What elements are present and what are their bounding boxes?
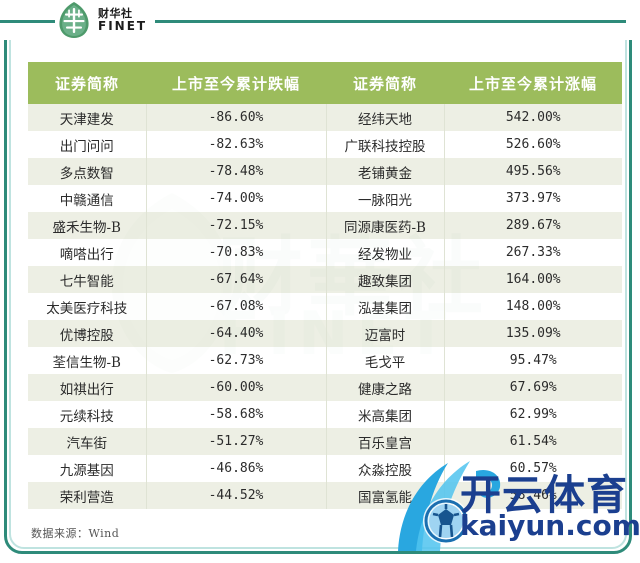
- table-row: 荃信生物-B -62.73% 毛戈平 95.47%: [28, 347, 622, 374]
- cell-gainer-name: 一脉阳光: [326, 185, 445, 212]
- cell-loser-name: 出门问问: [28, 131, 147, 158]
- table-row: 多点数智 -78.48% 老铺黄金 495.56%: [28, 158, 622, 185]
- cell-gainer-name: 经发物业: [326, 239, 445, 266]
- table-row: 七牛智能 -67.64% 趣致集团 164.00%: [28, 266, 622, 293]
- cell-gainer-name: 老铺黄金: [326, 158, 445, 185]
- column-header-gainer-name: 证券简称: [326, 62, 444, 104]
- cell-loser-change: -51.27%: [146, 428, 327, 455]
- cell-loser-name: 七牛智能: [28, 266, 147, 293]
- data-source-note: 数据来源：Wind: [31, 527, 120, 540]
- cell-loser-change: -72.15%: [146, 212, 327, 239]
- cell-loser-name: 元续科技: [28, 401, 147, 428]
- cell-loser-change: -78.48%: [146, 158, 327, 185]
- cell-loser-change: -70.83%: [146, 239, 327, 266]
- table-row: 盛禾生物-B -72.15% 同源康医药-B 289.67%: [28, 212, 622, 239]
- cell-loser-name: 太美医疗科技: [28, 293, 147, 320]
- cell-loser-change: -60.00%: [146, 374, 327, 401]
- cell-loser-name: 盛禾生物-B: [28, 212, 147, 239]
- cell-gainer-name: 趣致集团: [326, 266, 445, 293]
- cell-loser-change: -82.63%: [146, 131, 327, 158]
- cell-loser-name: 荣利营造: [28, 482, 147, 509]
- stock-performance-table: 证券简称 上市至今累计跌幅 证券简称 上市至今累计涨幅 天津建发 -86.60% 经…: [28, 62, 622, 509]
- cell-loser-change: -46.86%: [146, 455, 327, 482]
- cell-gainer-change: 62.99%: [444, 401, 622, 428]
- cell-gainer-change: 495.56%: [444, 158, 622, 185]
- cell-loser-name: 嘀嗒出行: [28, 239, 147, 266]
- cell-gainer-name: 米高集团: [326, 401, 445, 428]
- cell-loser-name: 中赣通信: [28, 185, 147, 212]
- cell-gainer-change: 164.00%: [444, 266, 622, 293]
- cell-gainer-change: 67.69%: [444, 374, 622, 401]
- table-row: 中赣通信 -74.00% 一脉阳光 373.97%: [28, 185, 622, 212]
- cell-gainer-change: 289.67%: [444, 212, 622, 239]
- table-row: 元续科技 -58.68% 米高集团 62.99%: [28, 401, 622, 428]
- cell-loser-name: 优博控股: [28, 320, 147, 347]
- cell-gainer-change: 542.00%: [444, 104, 622, 131]
- cell-gainer-change: 58.46%: [444, 482, 622, 509]
- cell-loser-name: 如祺出行: [28, 374, 147, 401]
- column-header-loser-name: 证券简称: [28, 62, 146, 104]
- cell-gainer-name: 众淼控股: [326, 455, 445, 482]
- table-row: 嘀嗒出行 -70.83% 经发物业 267.33%: [28, 239, 622, 266]
- cell-gainer-change: 373.97%: [444, 185, 622, 212]
- table-header: 证券简称 上市至今累计跌幅 证券简称 上市至今累计涨幅: [28, 62, 622, 104]
- cell-loser-name: 天津建发: [28, 104, 147, 131]
- table-header-row: 证券简称 上市至今累计跌幅 证券简称 上市至今累计涨幅: [28, 62, 622, 104]
- cell-gainer-name: 泓基集团: [326, 293, 445, 320]
- cell-loser-name: 荃信生物-B: [28, 347, 147, 374]
- report-card-frame: 财華社 FINET 证券简称 上市至今累计跌幅 证券简称 上市至今累计涨幅 天津…: [4, 16, 632, 554]
- cell-loser-name: 汽车街: [28, 428, 147, 455]
- cell-gainer-change: 60.57%: [444, 455, 622, 482]
- cell-gainer-name: 国富氢能: [326, 482, 445, 509]
- cell-gainer-name: 毛戈平: [326, 347, 445, 374]
- cell-gainer-name: 百乐皇宫: [326, 428, 445, 455]
- table-row: 优博控股 -64.40% 迈富时 135.09%: [28, 320, 622, 347]
- cell-loser-name: 多点数智: [28, 158, 147, 185]
- cell-gainer-name: 广联科技控股: [326, 131, 445, 158]
- table-row: 汽车街 -51.27% 百乐皇宫 61.54%: [28, 428, 622, 455]
- table-row: 太美医疗科技 -67.08% 泓基集团 148.00%: [28, 293, 622, 320]
- cell-loser-change: -74.00%: [146, 185, 327, 212]
- cell-loser-change: -86.60%: [146, 104, 327, 131]
- cell-gainer-change: 61.54%: [444, 428, 622, 455]
- cell-loser-change: -67.64%: [146, 266, 327, 293]
- table-row: 如祺出行 -60.00% 健康之路 67.69%: [28, 374, 622, 401]
- cell-gainer-name: 同源康医药-B: [326, 212, 445, 239]
- cell-gainer-change: 95.47%: [444, 347, 622, 374]
- column-header-gainer-change: 上市至今累计涨幅: [444, 62, 622, 104]
- cell-gainer-name: 健康之路: [326, 374, 445, 401]
- cell-loser-change: -58.68%: [146, 401, 327, 428]
- table-body: 天津建发 -86.60% 经纬天地 542.00% 出门问问 -82.63% 广联科技控股 5…: [28, 104, 622, 509]
- cell-gainer-change: 135.09%: [444, 320, 622, 347]
- cell-loser-change: -44.52%: [146, 482, 327, 509]
- table-row: 荣利营造 -44.52% 国富氢能 58.46%: [28, 482, 622, 509]
- table-row: 出门问问 -82.63% 广联科技控股 526.60%: [28, 131, 622, 158]
- table-row: 天津建发 -86.60% 经纬天地 542.00%: [28, 104, 622, 131]
- cell-loser-change: -62.73%: [146, 347, 327, 374]
- table-row: 九源基因 -46.86% 众淼控股 60.57%: [28, 455, 622, 482]
- cell-gainer-name: 经纬天地: [326, 104, 445, 131]
- cell-gainer-change: 526.60%: [444, 131, 622, 158]
- cell-loser-change: -67.08%: [146, 293, 327, 320]
- cell-gainer-change: 148.00%: [444, 293, 622, 320]
- cell-loser-change: -64.40%: [146, 320, 327, 347]
- column-header-loser-change: 上市至今累计跌幅: [146, 62, 326, 104]
- cell-loser-name: 九源基因: [28, 455, 147, 482]
- cell-gainer-change: 267.33%: [444, 239, 622, 266]
- cell-gainer-name: 迈富时: [326, 320, 445, 347]
